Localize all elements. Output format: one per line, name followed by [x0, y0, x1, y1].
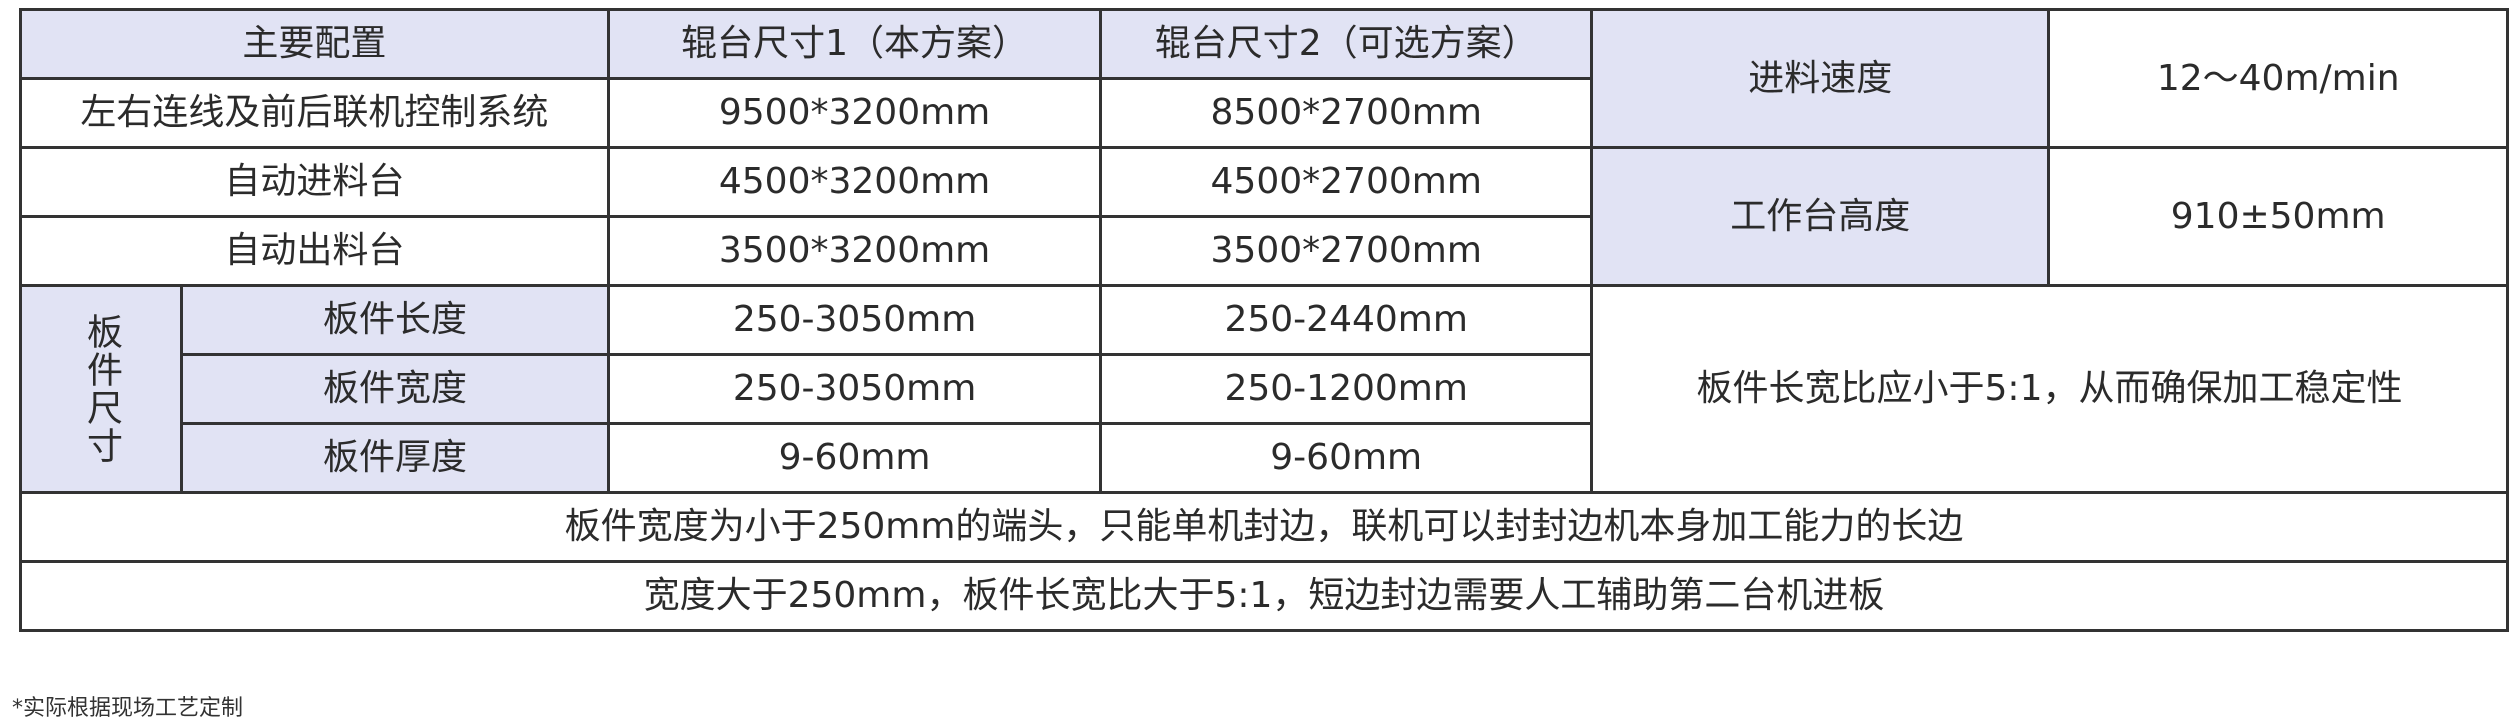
- footnote: *实际根据现场工艺定制: [12, 696, 244, 721]
- spec-table: 主要配置 辊台尺寸1（本方案） 辊台尺寸2（可选方案） 进料速度 12～40m/…: [18, 8, 2509, 632]
- panel-row-size2: 250-2440mm: [1099, 284, 1594, 356]
- table-height-label: 工作台高度: [1590, 146, 2051, 287]
- row-size2: 8500*2700mm: [1099, 77, 1594, 149]
- table-height-value: 910±50mm: [2047, 146, 2509, 287]
- note-text: 宽度大于250mm，板件长宽比大于5:1，短边封边需要人工辅助第二台机进板: [19, 560, 2509, 632]
- panel-row-size2: 9-60mm: [1099, 422, 1594, 494]
- panel-row-size1: 250-3050mm: [606, 284, 1103, 356]
- panel-row-label: 板件宽度: [180, 353, 610, 425]
- table-row: 左右连线及前后联机控制系统 9500*3200mm 8500*2700mm: [19, 77, 2508, 149]
- row-size2: 3500*2700mm: [1099, 215, 1594, 287]
- table-row: 板件厚度 9-60mm 9-60mm: [21, 422, 2508, 494]
- row-label: 左右连线及前后联机控制系统: [19, 77, 610, 149]
- note-text: 板件宽度为小于250mm的端头，只能单机封边，联机可以封封边机本身加工能力的长边: [19, 491, 2509, 563]
- header-roller-size-1: 辊台尺寸1（本方案）: [606, 8, 1103, 80]
- panel-row-size2: 250-1200mm: [1099, 353, 1594, 425]
- note-row: 板件宽度为小于250mm的端头，只能单机封边，联机可以封封边机本身加工能力的长边: [19, 491, 2509, 563]
- panel-size-group-label: 板件尺寸: [18, 284, 184, 494]
- table-row: 板件尺寸 板件长度 250-3050mm 250-2440mm 板件长宽比应小于…: [18, 284, 2509, 494]
- row-size2: 4500*2700mm: [1099, 146, 1594, 218]
- row-size1: 3500*3200mm: [606, 215, 1103, 287]
- table-header-row: 主要配置 辊台尺寸1（本方案） 辊台尺寸2（可选方案） 进料速度 12～40m/…: [19, 8, 2509, 149]
- table-row: 自动进料台 4500*3200mm 4500*2700mm 工作台高度 910±…: [19, 146, 2509, 287]
- row-label: 自动进料台: [19, 146, 610, 218]
- feed-speed-label: 进料速度: [1590, 8, 2051, 149]
- header-roller-size-2: 辊台尺寸2（可选方案）: [1099, 8, 1594, 80]
- ratio-note: 板件长宽比应小于5:1，从而确保加工稳定性: [1590, 284, 2509, 494]
- note-row: 宽度大于250mm，板件长宽比大于5:1，短边封边需要人工辅助第二台机进板: [19, 560, 2509, 632]
- row-size1: 4500*3200mm: [606, 146, 1103, 218]
- feed-speed-value: 12～40m/min: [2047, 8, 2509, 149]
- row-label: 自动出料台: [19, 215, 610, 287]
- panel-row-label: 板件长度: [180, 284, 610, 356]
- header-main-config: 主要配置: [19, 8, 610, 80]
- table-row: 板件宽度 250-3050mm 250-1200mm: [21, 353, 2508, 425]
- row-size1: 9500*3200mm: [606, 77, 1103, 149]
- panel-row-size1: 9-60mm: [606, 422, 1103, 494]
- panel-row-size1: 250-3050mm: [606, 353, 1103, 425]
- table-row: 自动出料台 3500*3200mm 3500*2700mm: [19, 215, 2508, 287]
- panel-row-label: 板件厚度: [180, 422, 610, 494]
